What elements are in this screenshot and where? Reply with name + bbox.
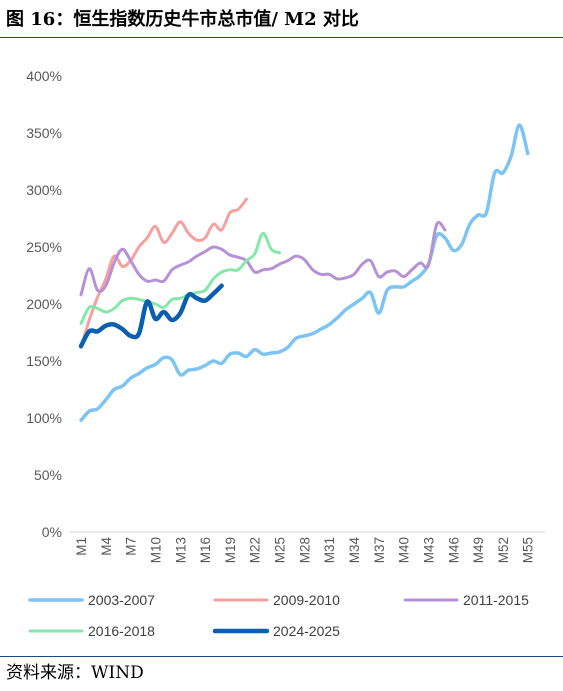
x-axis: M1 M4 M7 M10 M13 M16 M19 M22 M25 M28 M31 M34 M37 M40 M…: [70, 531, 545, 564]
x-tick-label: M40: [397, 537, 412, 563]
source-note: 资料来源：WIND: [6, 663, 144, 683]
x-tick-label: M13: [173, 537, 188, 563]
figure-title: 图 16：恒生指数历史牛市总市值/ M2 对比: [6, 9, 359, 30]
legend-label: 2024-2025: [273, 623, 340, 639]
series-line-2003-2007: [79, 123, 530, 423]
line-chart: 0% 50% 100% 150% 200% 250% 300% 350% 400% M1 M4 M7…: [26, 68, 545, 639]
x-tick-label: M7: [124, 537, 139, 556]
y-tick-label: 50%: [34, 467, 62, 483]
y-tick-label: 350%: [26, 125, 62, 141]
x-tick-label: M16: [198, 537, 213, 563]
legend-label: 2003-2007: [88, 592, 155, 608]
y-tick-label: 0%: [42, 524, 62, 540]
y-tick-label: 200%: [26, 296, 62, 312]
y-tick-label: 100%: [26, 410, 62, 426]
legend-item: 2009-2010: [213, 592, 340, 608]
y-tick-label: 250%: [26, 239, 62, 255]
x-tick-label: M19: [223, 537, 238, 563]
x-tick-label: M49: [471, 537, 486, 563]
x-tick-label: M1: [74, 537, 89, 556]
legend: 2003-2007 2009-2010 2011-2015 2016-2018 2024…: [28, 592, 529, 639]
y-tick-label: 150%: [26, 353, 62, 369]
x-tick-label: M55: [521, 537, 536, 563]
x-tick-label: M34: [347, 537, 362, 564]
y-tick-label: 300%: [26, 182, 62, 198]
x-tick-label: M37: [372, 537, 387, 563]
series-line-2024-2025: [78, 283, 224, 349]
x-tick-label: M28: [297, 537, 312, 563]
legend-item: 2003-2007: [28, 592, 155, 608]
series-line-2009-2010: [79, 197, 248, 349]
series-lines: [78, 123, 530, 423]
x-tick-label: M4: [99, 537, 114, 556]
y-tick-label: 400%: [26, 68, 62, 84]
x-tick-label: M52: [496, 537, 511, 563]
series-line-2016-2018: [79, 231, 282, 325]
legend-item: 2011-2015: [403, 592, 529, 608]
legend-item: 2024-2025: [212, 623, 340, 639]
x-tick-label: M46: [446, 537, 461, 563]
source-divider: [0, 656, 563, 657]
x-tick-label: M25: [273, 537, 288, 563]
title-divider: [0, 37, 563, 38]
x-tick-label: M43: [421, 537, 436, 563]
y-axis: 0% 50% 100% 150% 200% 250% 300% 350% 400%: [26, 68, 62, 540]
x-tick-label: M22: [248, 537, 263, 563]
legend-item: 2016-2018: [28, 623, 155, 639]
legend-label: 2009-2010: [273, 592, 340, 608]
x-tick-label: M31: [322, 537, 337, 563]
series-line-2011-2015: [79, 220, 447, 297]
x-tick-label: M10: [148, 537, 163, 563]
legend-label: 2011-2015: [463, 592, 529, 608]
legend-label: 2016-2018: [88, 623, 155, 639]
